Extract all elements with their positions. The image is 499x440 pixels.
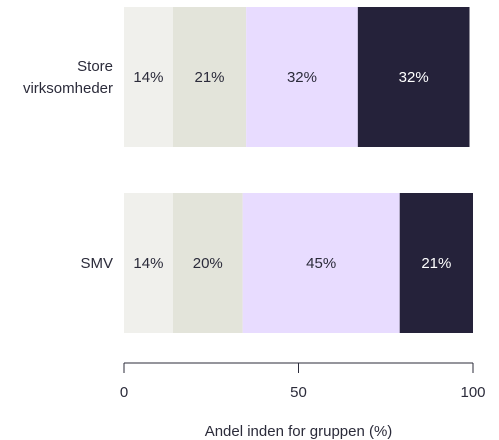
data-label: 32%	[399, 69, 429, 86]
x-tick-label: 50	[290, 384, 307, 401]
data-label: 14%	[133, 69, 163, 86]
data-label: 14%	[133, 255, 163, 272]
category-label: Store	[77, 58, 113, 75]
bar-segment	[172, 7, 247, 147]
bar-segment	[242, 193, 400, 333]
bar-segment	[357, 7, 470, 147]
data-label: 21%	[194, 69, 224, 86]
category-label: virksomheder	[23, 80, 113, 97]
data-label: 20%	[193, 255, 223, 272]
data-label: 45%	[306, 255, 336, 272]
x-tick-label: 0	[120, 384, 128, 401]
category-label: SMV	[80, 255, 113, 272]
data-label: 21%	[421, 255, 451, 272]
data-label: 32%	[287, 69, 317, 86]
bar-segment	[124, 193, 173, 333]
x-axis-title: Andel inden for gruppen (%)	[205, 423, 393, 440]
x-tick-label: 100	[460, 384, 485, 401]
bar-segment	[246, 7, 358, 147]
bar-segment	[172, 193, 243, 333]
bar-segment	[399, 193, 473, 333]
bar-segment	[124, 7, 173, 147]
